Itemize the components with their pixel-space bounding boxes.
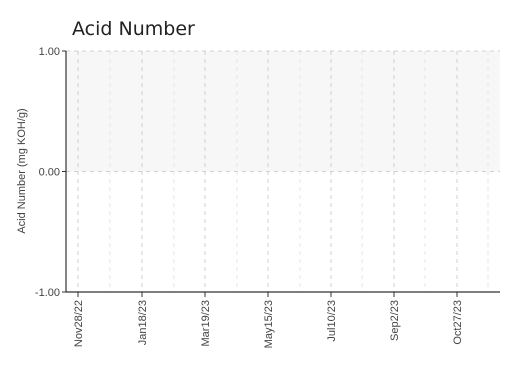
x-tick-label: Jan18/23 bbox=[137, 300, 149, 345]
chart-title: Acid Number bbox=[72, 18, 195, 40]
plot-area: 1.00 0.00 -1.00 Nov28/22 Jan18/23 Mar19/23 May… bbox=[35, 46, 500, 348]
y-axis-label: Acid Number (mg KOH/g) bbox=[16, 108, 28, 233]
x-tick-label: Jul10/23 bbox=[326, 300, 338, 342]
x-tick-label: Nov28/22 bbox=[73, 300, 85, 347]
x-tick-label: Oct27/23 bbox=[452, 300, 464, 345]
x-tick-label: Sep2/23 bbox=[389, 300, 401, 341]
y-tick-label: 0.00 bbox=[39, 167, 60, 179]
y-tick-label: 1.00 bbox=[39, 46, 60, 58]
x-tick-label: Mar19/23 bbox=[200, 300, 212, 346]
x-tick-label: May15/23 bbox=[263, 300, 275, 348]
shaded-band bbox=[66, 51, 500, 172]
y-tick-label: -1.00 bbox=[35, 287, 60, 299]
